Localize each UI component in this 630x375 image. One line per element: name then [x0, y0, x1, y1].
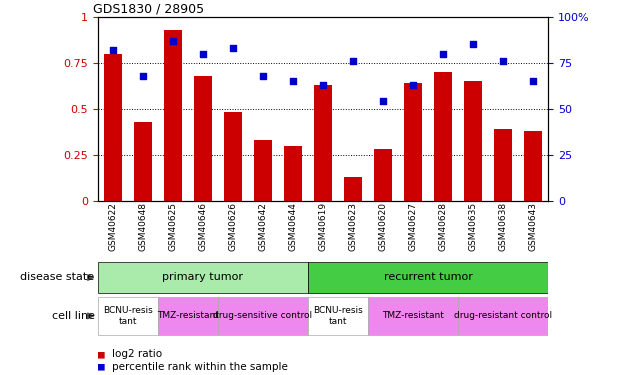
Text: GSM40628: GSM40628 — [438, 202, 447, 251]
Bar — [524, 131, 542, 201]
Point — [468, 42, 478, 48]
Text: TMZ-resistant: TMZ-resistant — [157, 311, 219, 320]
Text: disease state: disease state — [20, 273, 94, 282]
Text: primary tumor: primary tumor — [163, 273, 243, 282]
Point — [408, 82, 418, 88]
Text: GSM40622: GSM40622 — [108, 202, 117, 250]
Text: GSM40623: GSM40623 — [348, 202, 357, 251]
Point — [228, 45, 238, 51]
Bar — [164, 30, 181, 201]
Bar — [308, 262, 548, 292]
Text: GSM40646: GSM40646 — [198, 202, 207, 251]
Bar — [458, 297, 548, 335]
Bar — [224, 112, 242, 201]
Bar — [158, 297, 218, 335]
Bar — [134, 122, 152, 201]
Text: log2 ratio: log2 ratio — [112, 350, 162, 359]
Point — [108, 47, 118, 53]
Text: percentile rank within the sample: percentile rank within the sample — [112, 362, 287, 372]
Point — [318, 82, 328, 88]
Bar — [314, 85, 332, 201]
Point — [198, 51, 208, 57]
Bar — [284, 146, 302, 201]
Text: GSM40642: GSM40642 — [258, 202, 267, 250]
Text: GSM40626: GSM40626 — [228, 202, 238, 251]
Text: drug-resistant control: drug-resistant control — [454, 311, 552, 320]
Bar — [308, 297, 368, 335]
Point — [378, 98, 388, 104]
Text: GSM40627: GSM40627 — [408, 202, 418, 251]
Point — [288, 78, 298, 84]
Bar — [464, 81, 482, 201]
Point — [498, 58, 508, 64]
Bar — [374, 149, 392, 201]
Bar — [98, 297, 158, 335]
Text: GDS1830 / 28905: GDS1830 / 28905 — [93, 3, 204, 16]
Text: ■: ■ — [98, 350, 105, 359]
Bar — [404, 83, 422, 201]
Bar — [104, 54, 122, 201]
Text: drug-sensitive control: drug-sensitive control — [213, 311, 312, 320]
Text: GSM40648: GSM40648 — [138, 202, 147, 251]
Bar — [368, 297, 458, 335]
Point — [137, 73, 147, 79]
Point — [168, 38, 178, 44]
Bar — [434, 72, 452, 201]
Point — [348, 58, 358, 64]
Text: GSM40644: GSM40644 — [289, 202, 297, 250]
Bar — [194, 76, 212, 201]
Text: GSM40643: GSM40643 — [529, 202, 537, 251]
Text: TMZ-resistant: TMZ-resistant — [382, 311, 444, 320]
Bar — [218, 297, 308, 335]
Point — [438, 51, 448, 57]
Text: recurrent tumor: recurrent tumor — [384, 273, 472, 282]
Text: GSM40635: GSM40635 — [469, 202, 478, 251]
Point — [258, 73, 268, 79]
Text: GSM40638: GSM40638 — [498, 202, 508, 251]
Bar — [344, 177, 362, 201]
Text: cell line: cell line — [52, 311, 94, 321]
Point — [528, 78, 538, 84]
Bar — [494, 129, 512, 201]
Bar — [98, 262, 308, 292]
Text: BCNU-resis
tant: BCNU-resis tant — [103, 306, 152, 326]
Text: GSM40619: GSM40619 — [318, 202, 328, 251]
Text: GSM40620: GSM40620 — [379, 202, 387, 251]
Text: GSM40625: GSM40625 — [168, 202, 177, 251]
Text: BCNU-resis
tant: BCNU-resis tant — [313, 306, 363, 326]
Text: ■: ■ — [98, 362, 105, 372]
Bar — [254, 140, 272, 201]
